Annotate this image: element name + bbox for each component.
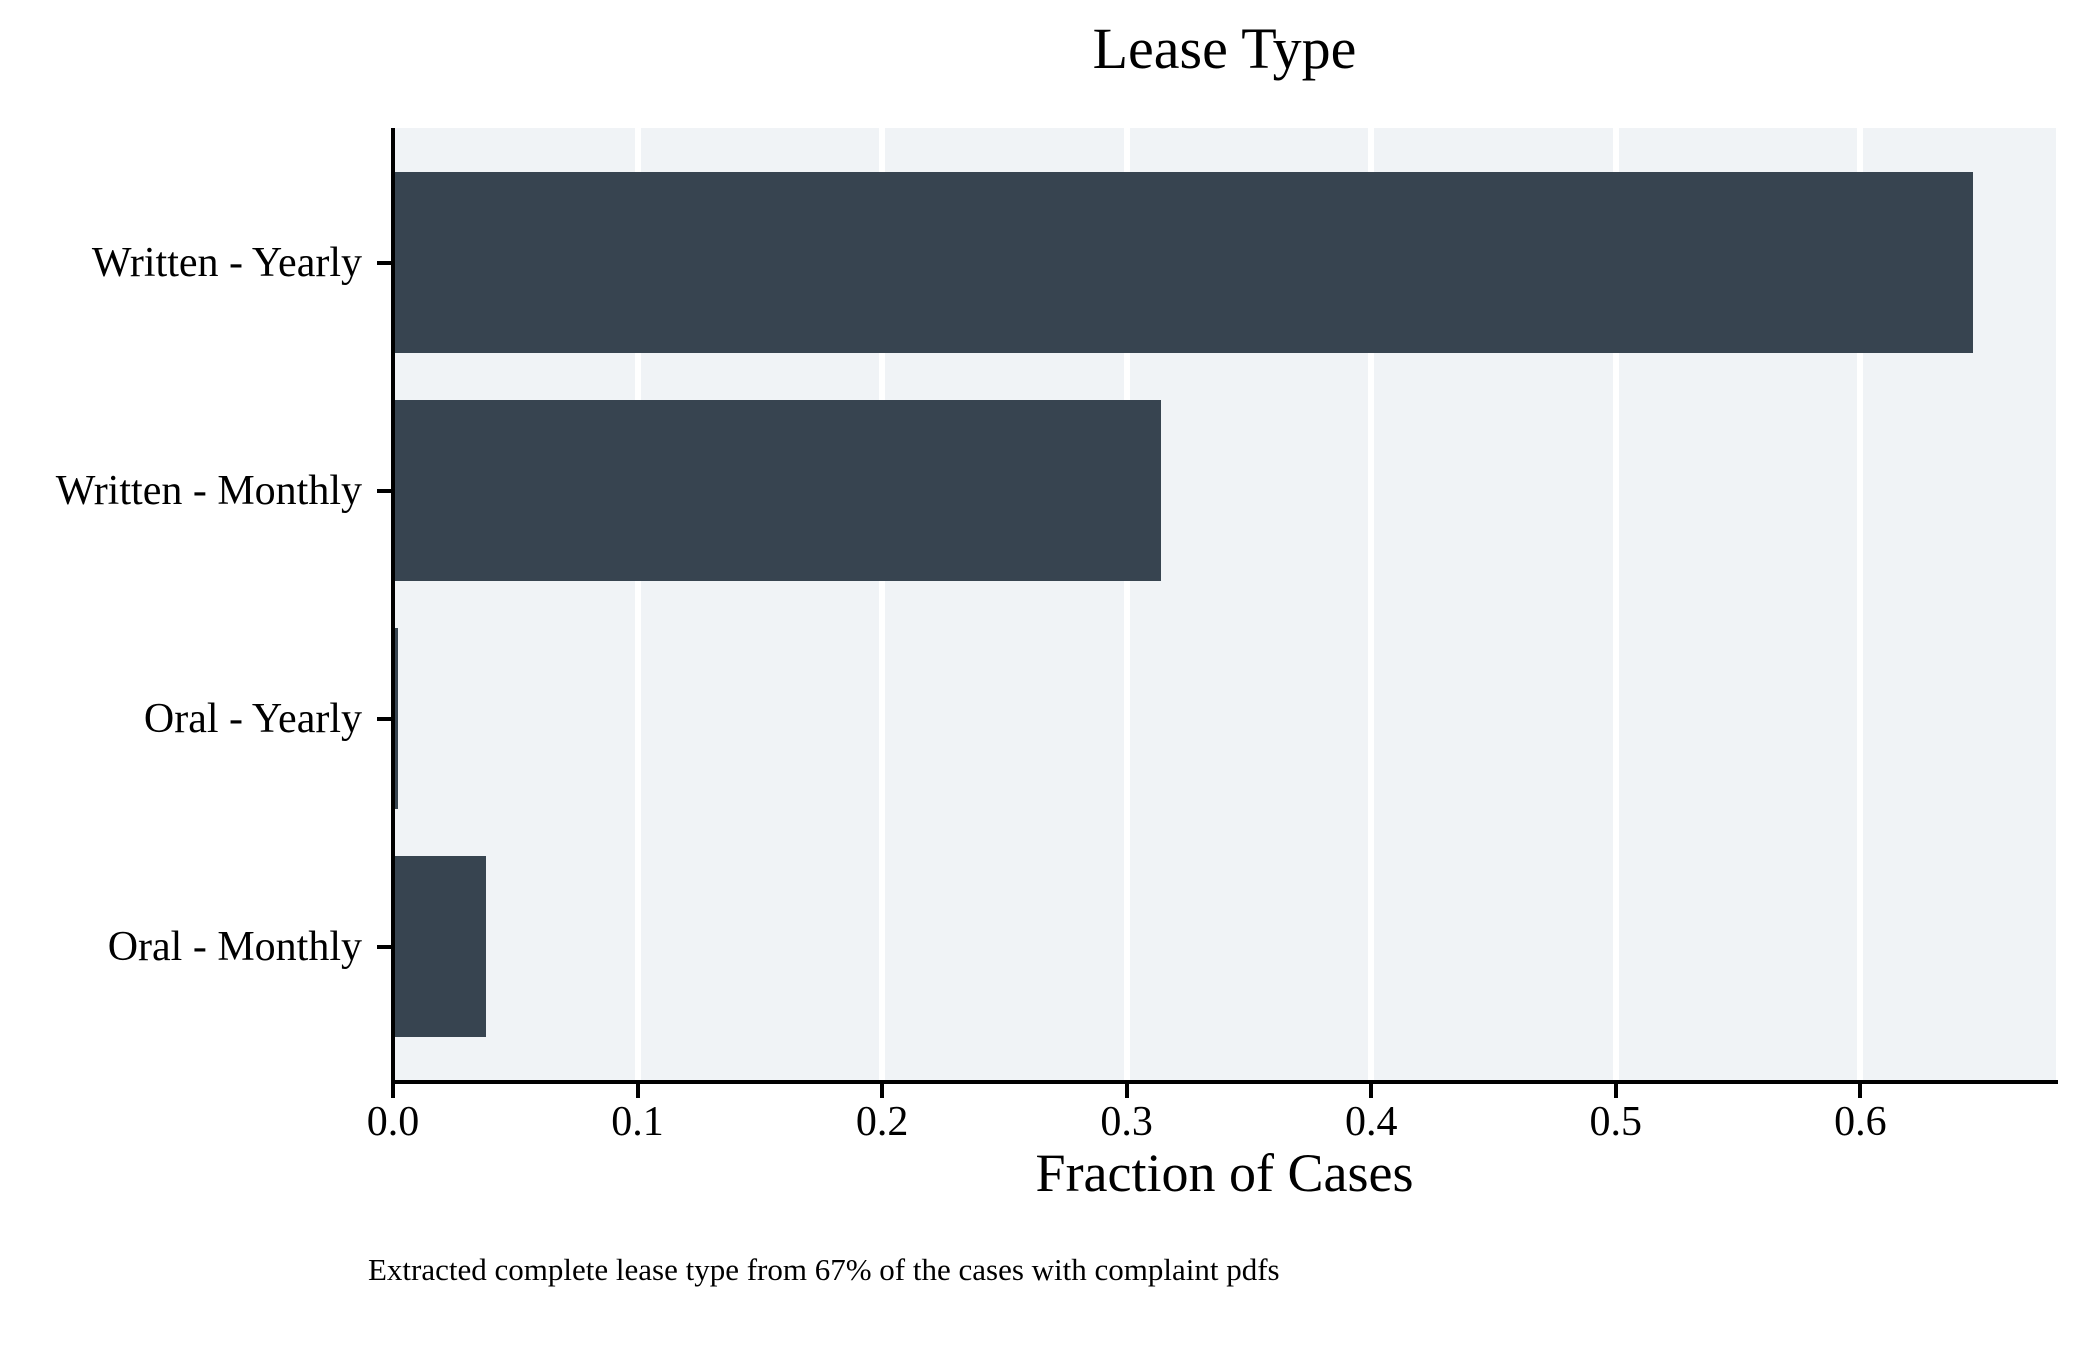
x-tick-0.2: [880, 1084, 885, 1098]
x-tick-0.3: [1124, 1084, 1129, 1098]
gridline-0.3: [1123, 128, 1130, 1080]
gridline-0.2: [879, 128, 886, 1080]
bar-oral-monthly: [393, 856, 486, 1037]
x-tick-label-0.1: 0.1: [611, 1099, 664, 1145]
chart-title: Lease Type: [1092, 16, 1357, 81]
gridline-0.5: [1612, 128, 1619, 1080]
caption-text: Extracted complete lease type from 67% o…: [368, 1252, 1280, 1287]
y-category-label-written-monthly: Written - Monthly: [55, 467, 362, 514]
y-tick-written-yearly: [377, 260, 391, 265]
bar-written-yearly: [393, 172, 1973, 353]
bar-oral-yearly: [393, 628, 398, 809]
gridline-0.6: [1857, 128, 1864, 1080]
x-tick-0.5: [1613, 1084, 1618, 1098]
y-axis-spine: [391, 128, 395, 1084]
x-axis-spine: [391, 1080, 2058, 1084]
x-tick-0.6: [1858, 1084, 1863, 1098]
y-tick-written-monthly: [377, 488, 391, 493]
x-axis-label: Fraction of Cases: [1035, 1143, 1414, 1203]
y-category-label-oral-monthly: Oral - Monthly: [107, 923, 362, 970]
x-tick-0.1: [635, 1084, 640, 1098]
x-tick-0.0: [391, 1084, 395, 1098]
y-tick-oral-yearly: [377, 716, 391, 721]
x-tick-label-0.0: 0.0: [366, 1099, 420, 1145]
plot-area: [393, 128, 2056, 1080]
y-category-label-oral-yearly: Oral - Yearly: [143, 695, 362, 742]
x-tick-label-0.5: 0.5: [1589, 1099, 1643, 1145]
x-tick-0.4: [1369, 1084, 1374, 1098]
x-tick-label-0.6: 0.6: [1834, 1099, 1887, 1145]
x-tick-label-0.2: 0.2: [855, 1099, 909, 1145]
y-category-label-written-yearly: Written - Yearly: [91, 239, 362, 286]
y-tick-oral-monthly: [377, 944, 391, 949]
gridline-0.4: [1368, 128, 1375, 1080]
bar-written-monthly: [393, 400, 1161, 581]
x-tick-label-0.3: 0.3: [1100, 1099, 1153, 1145]
x-tick-label-0.4: 0.4: [1344, 1099, 1398, 1145]
gridline-0.1: [634, 128, 641, 1080]
